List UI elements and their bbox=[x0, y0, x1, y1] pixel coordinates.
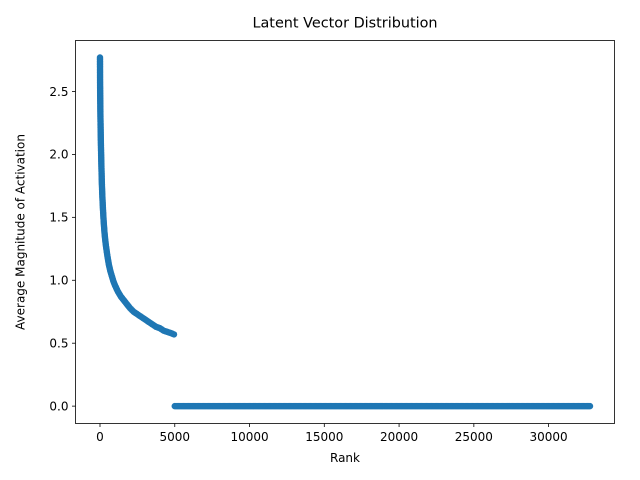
y-tick-label: 2.5 bbox=[49, 85, 68, 99]
data-point bbox=[586, 402, 594, 410]
y-tick-label: 1.0 bbox=[49, 274, 68, 288]
x-tick-label: 25000 bbox=[455, 430, 493, 444]
x-tick-label: 5000 bbox=[159, 430, 190, 444]
x-axis-ticks: 0 5000 10000 15000 20000 25000 30000 bbox=[96, 423, 568, 444]
y-tick-label: 0.0 bbox=[49, 399, 68, 413]
data-point bbox=[170, 331, 178, 338]
x-tick-label: 15000 bbox=[305, 430, 343, 444]
x-axis-label: Rank bbox=[330, 451, 360, 465]
x-tick-label: 10000 bbox=[230, 430, 268, 444]
y-axis-label: Average Magnitude of Activation bbox=[14, 134, 28, 330]
plot-frame bbox=[75, 40, 615, 424]
scatter-points bbox=[96, 54, 594, 410]
y-tick-label: 0.5 bbox=[49, 336, 68, 350]
chart-title: Latent Vector Distribution bbox=[252, 16, 437, 32]
x-tick-label: 0 bbox=[96, 430, 104, 444]
y-tick-label: 1.5 bbox=[49, 211, 68, 225]
y-axis-ticks: 0.0 0.5 1.0 1.5 2.0 2.5 bbox=[49, 85, 76, 413]
x-tick-label: 30000 bbox=[530, 430, 568, 444]
x-tick-label: 20000 bbox=[380, 430, 418, 444]
y-tick-label: 2.0 bbox=[49, 148, 68, 162]
